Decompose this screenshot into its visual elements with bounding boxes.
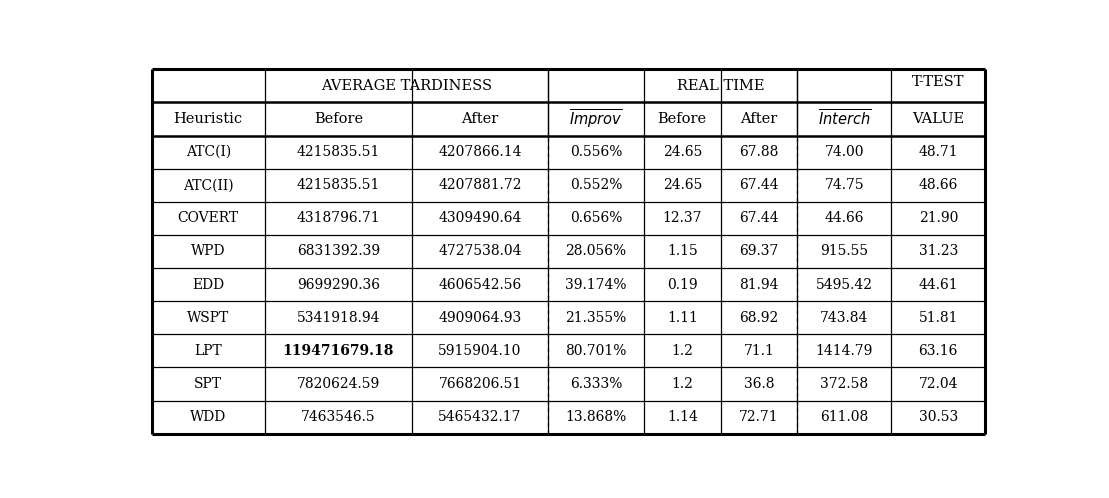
Text: 5915904.10: 5915904.10 (438, 344, 521, 358)
Text: 69.37: 69.37 (740, 245, 779, 258)
Text: Before: Before (314, 112, 363, 126)
Text: 4207866.14: 4207866.14 (438, 145, 522, 159)
Text: 0.552%: 0.552% (570, 178, 622, 192)
Text: 0.656%: 0.656% (570, 211, 622, 226)
Text: 67.44: 67.44 (740, 178, 779, 192)
Text: WPD: WPD (191, 245, 225, 258)
Text: 4309490.64: 4309490.64 (438, 211, 521, 226)
Text: 5495.42: 5495.42 (816, 277, 873, 292)
Text: VALUE: VALUE (913, 112, 965, 126)
Text: 51.81: 51.81 (918, 311, 958, 325)
Text: 611.08: 611.08 (821, 410, 868, 424)
Text: 4207881.72: 4207881.72 (438, 178, 522, 192)
Text: 21.90: 21.90 (918, 211, 958, 226)
Text: 1414.79: 1414.79 (816, 344, 873, 358)
Text: After: After (461, 112, 499, 126)
Text: 68.92: 68.92 (740, 311, 779, 325)
Text: 9699290.36: 9699290.36 (297, 277, 380, 292)
Text: 63.16: 63.16 (918, 344, 958, 358)
Text: LPT: LPT (194, 344, 222, 358)
Text: 74.00: 74.00 (825, 145, 864, 159)
Text: 1.15: 1.15 (667, 245, 698, 258)
Text: 5341918.94: 5341918.94 (296, 311, 380, 325)
Text: SPT: SPT (194, 377, 222, 391)
Text: 0.19: 0.19 (667, 277, 698, 292)
Text: 28.056%: 28.056% (566, 245, 627, 258)
Text: 48.66: 48.66 (918, 178, 958, 192)
Text: 7463546.5: 7463546.5 (301, 410, 376, 424)
Text: 72.04: 72.04 (918, 377, 958, 391)
Text: 6.333%: 6.333% (570, 377, 622, 391)
Text: 1.2: 1.2 (671, 377, 693, 391)
Text: WDD: WDD (190, 410, 226, 424)
Text: 74.75: 74.75 (825, 178, 864, 192)
Text: 31.23: 31.23 (918, 245, 958, 258)
Text: 48.71: 48.71 (918, 145, 958, 159)
Text: 44.66: 44.66 (825, 211, 864, 226)
Text: 915.55: 915.55 (821, 245, 868, 258)
Text: 4727538.04: 4727538.04 (438, 245, 522, 258)
Text: 7820624.59: 7820624.59 (297, 377, 380, 391)
Text: 24.65: 24.65 (662, 145, 702, 159)
Text: 4606542.56: 4606542.56 (438, 277, 521, 292)
Text: REAL TIME: REAL TIME (676, 79, 764, 93)
Text: 119471679.18: 119471679.18 (283, 344, 394, 358)
Text: 4215835.51: 4215835.51 (297, 145, 380, 159)
Text: 5465432.17: 5465432.17 (438, 410, 522, 424)
Text: ATC(II): ATC(II) (183, 178, 234, 192)
Text: 21.355%: 21.355% (566, 311, 627, 325)
Text: 372.58: 372.58 (821, 377, 868, 391)
Text: EDD: EDD (192, 277, 224, 292)
Text: 36.8: 36.8 (744, 377, 774, 391)
Text: 743.84: 743.84 (821, 311, 868, 325)
Text: 80.701%: 80.701% (566, 344, 627, 358)
Text: T-TEST: T-TEST (912, 75, 965, 89)
Text: ATC(I): ATC(I) (185, 145, 231, 159)
Text: 30.53: 30.53 (918, 410, 958, 424)
Text: 67.44: 67.44 (740, 211, 779, 226)
Text: Heuristic: Heuristic (174, 112, 243, 126)
Text: $\overline{\mathit{Interch}}$: $\overline{\mathit{Interch}}$ (817, 109, 872, 129)
Text: 71.1: 71.1 (744, 344, 774, 358)
Text: 44.61: 44.61 (918, 277, 958, 292)
Text: Before: Before (658, 112, 706, 126)
Text: 1.11: 1.11 (667, 311, 698, 325)
Text: 4318796.71: 4318796.71 (296, 211, 380, 226)
Text: 67.88: 67.88 (740, 145, 779, 159)
Text: 1.2: 1.2 (671, 344, 693, 358)
Text: 0.556%: 0.556% (570, 145, 622, 159)
Text: 4215835.51: 4215835.51 (297, 178, 380, 192)
Text: 4909064.93: 4909064.93 (438, 311, 521, 325)
Text: 6831392.39: 6831392.39 (297, 245, 380, 258)
Text: 39.174%: 39.174% (566, 277, 627, 292)
Text: 13.868%: 13.868% (566, 410, 627, 424)
Text: COVERT: COVERT (177, 211, 238, 226)
Text: After: After (741, 112, 777, 126)
Text: WSPT: WSPT (187, 311, 230, 325)
Text: 7668206.51: 7668206.51 (438, 377, 521, 391)
Text: AVERAGE TARDINESS: AVERAGE TARDINESS (322, 79, 492, 93)
Text: 1.14: 1.14 (667, 410, 698, 424)
Text: 12.37: 12.37 (662, 211, 702, 226)
Text: 72.71: 72.71 (740, 410, 779, 424)
Text: 81.94: 81.94 (740, 277, 779, 292)
Text: $\overline{\mathit{Improv}}$: $\overline{\mathit{Improv}}$ (569, 108, 623, 130)
Text: 24.65: 24.65 (662, 178, 702, 192)
